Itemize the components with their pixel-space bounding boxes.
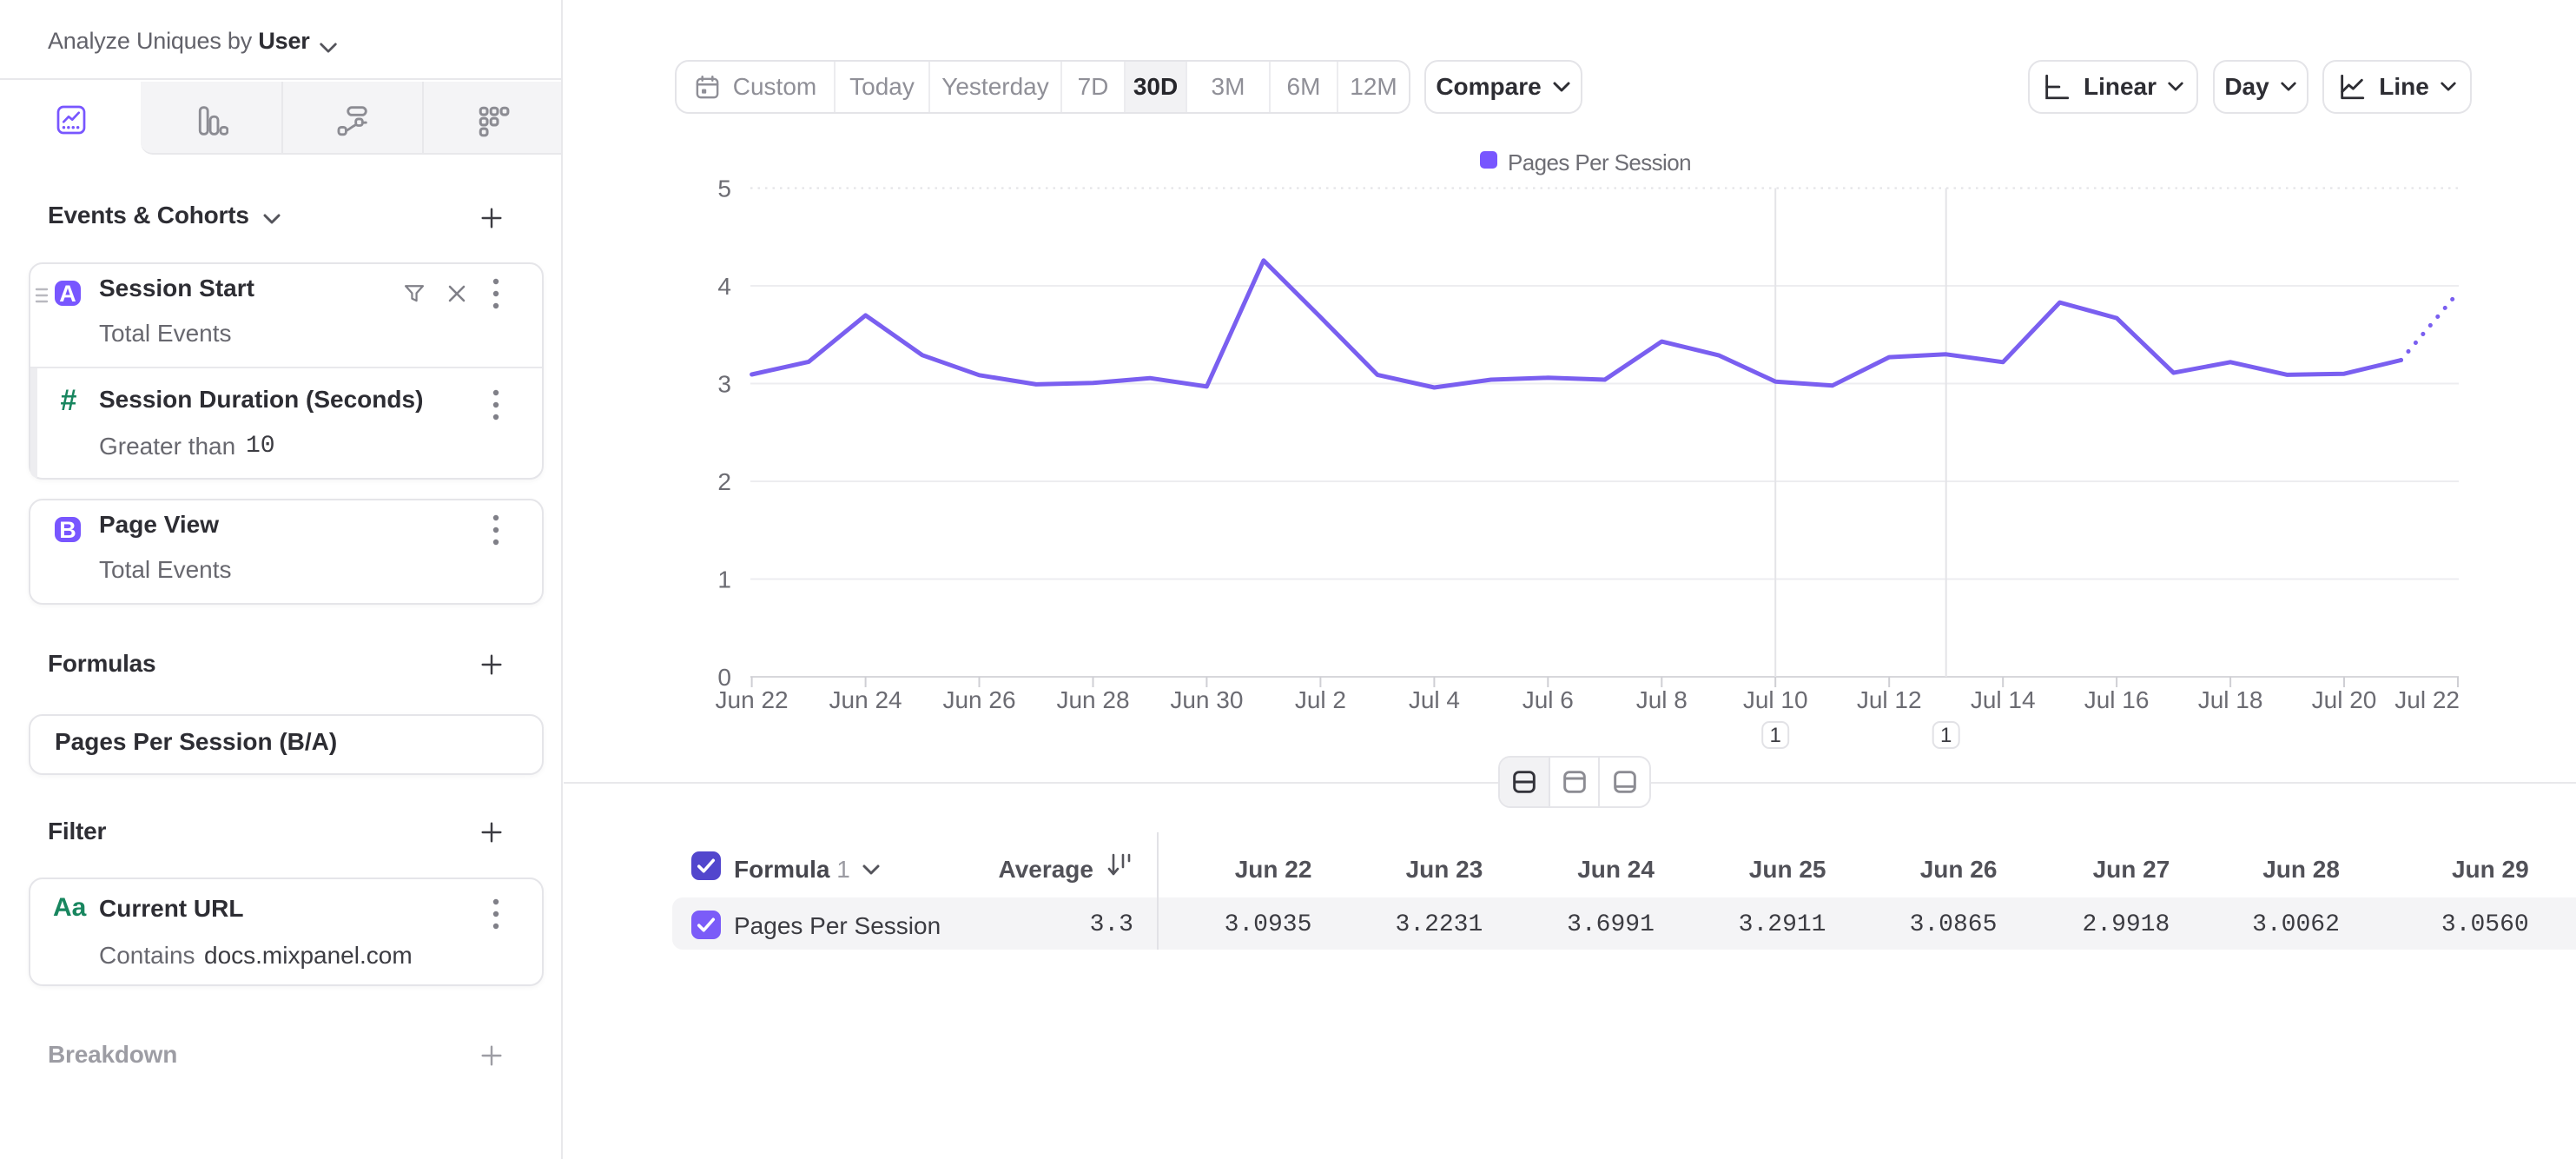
svg-text:4: 4: [717, 273, 731, 300]
svg-text:Jul 6: Jul 6: [1522, 686, 1574, 713]
svg-text:Jul 14: Jul 14: [1971, 686, 2036, 713]
svg-text:5: 5: [717, 176, 731, 202]
svg-text:Jul 10: Jul 10: [1743, 686, 1808, 713]
svg-text:Jun 30: Jun 30: [1170, 686, 1243, 713]
svg-text:1: 1: [1940, 724, 1952, 747]
svg-text:Jun 28: Jun 28: [1056, 686, 1129, 713]
svg-text:0: 0: [717, 664, 731, 691]
svg-text:Jun 24: Jun 24: [829, 686, 902, 713]
svg-text:Jul 4: Jul 4: [1409, 686, 1460, 713]
svg-text:Jul 12: Jul 12: [1857, 686, 1922, 713]
svg-text:Jul 2: Jul 2: [1295, 686, 1346, 713]
svg-text:Jul 20: Jul 20: [2312, 686, 2377, 713]
svg-text:Jul 8: Jul 8: [1636, 686, 1688, 713]
svg-text:3: 3: [717, 371, 731, 398]
svg-text:Jun 22: Jun 22: [716, 686, 789, 713]
svg-text:1: 1: [1770, 724, 1781, 747]
svg-text:Jul 16: Jul 16: [2084, 686, 2150, 713]
svg-text:Jul 18: Jul 18: [2198, 686, 2263, 713]
svg-text:Jun 26: Jun 26: [942, 686, 1015, 713]
svg-text:Jul 22: Jul 22: [2394, 686, 2460, 713]
svg-text:1: 1: [717, 566, 731, 593]
svg-text:2: 2: [717, 468, 731, 495]
